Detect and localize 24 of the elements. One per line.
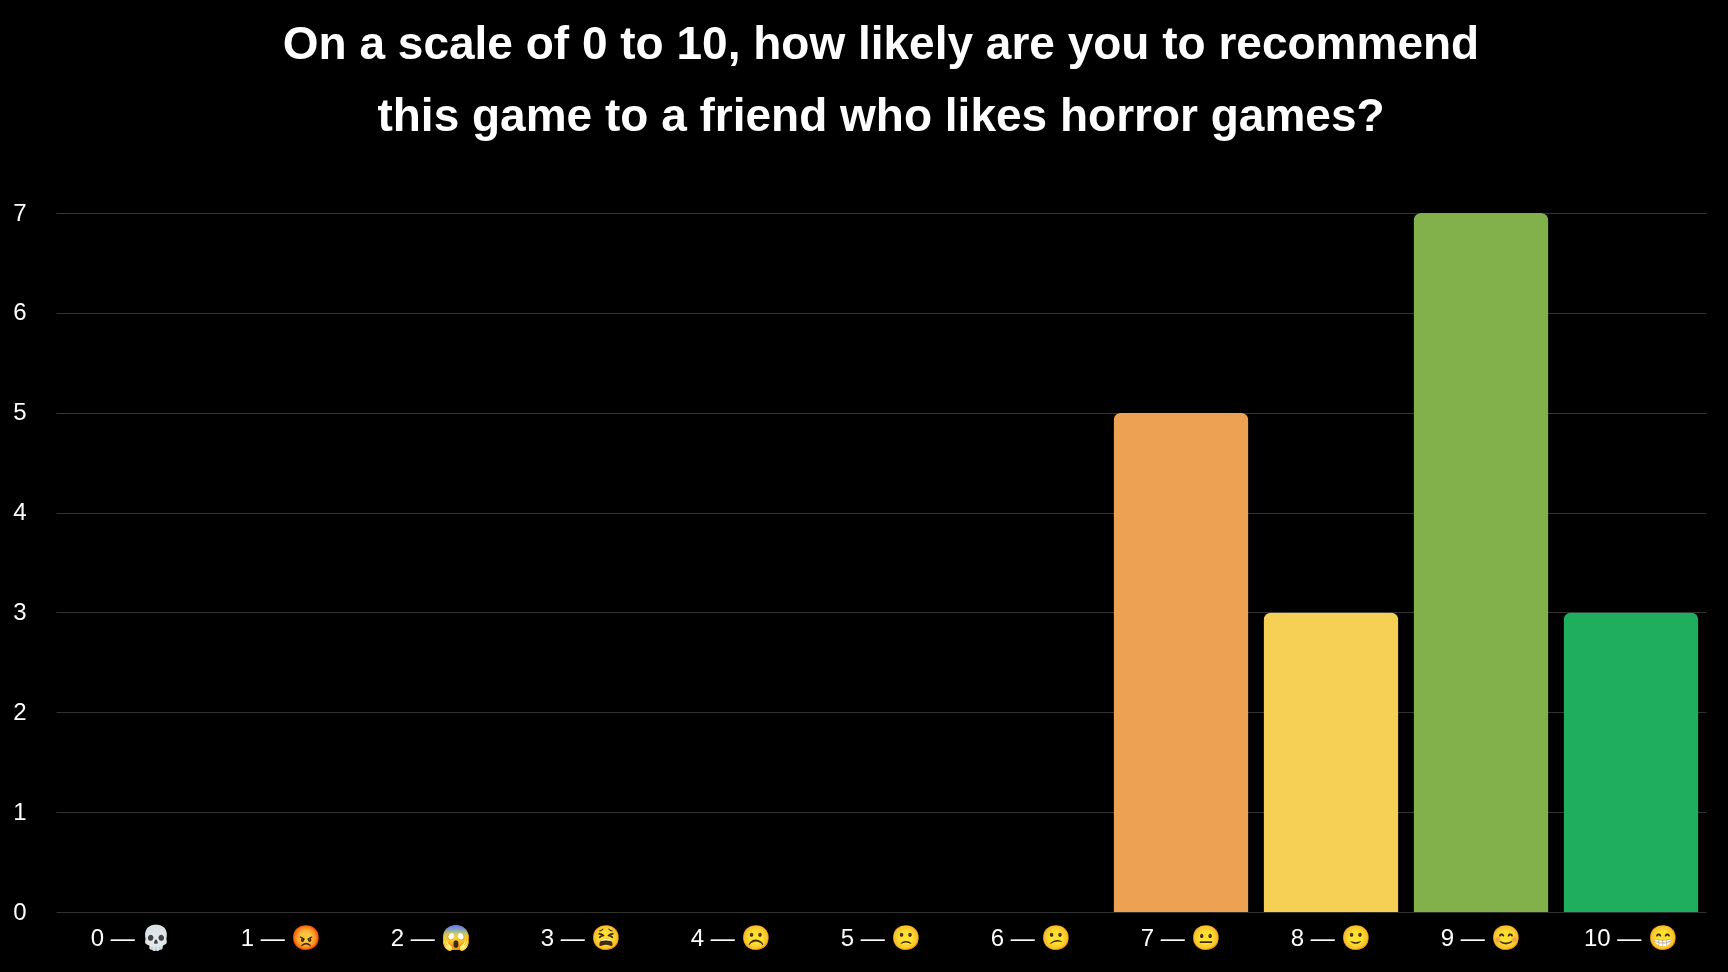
y-tick-label: 2 (13, 697, 27, 725)
x-tick-label: 9 — 😊 (1440, 923, 1522, 951)
x-tick-label: 5 — 🙁 (840, 923, 922, 951)
x-tick-label: 3 — 😫 (540, 923, 622, 951)
x-tick-label: 2 — 😱 (390, 923, 472, 952)
y-tick-label: 4 (13, 498, 27, 526)
y-tick-label: 3 (13, 597, 27, 625)
y-tick-label: 1 (13, 797, 27, 825)
x-tick-label: 10 — 😁 (1583, 923, 1679, 951)
y-tick-label: 7 (13, 198, 27, 226)
bar (1563, 612, 1699, 912)
chart-title: On a scale of 0 to 10, how likely are you to recommend this game to a friend who likes horror games? (282, 17, 1480, 141)
x-tick-label: 7 — 😐 (1140, 923, 1222, 951)
y-tick-label: 5 (13, 398, 27, 426)
bar (1263, 612, 1399, 912)
y-tick-label: 6 (13, 298, 27, 326)
y-tick-label: 0 (13, 897, 27, 925)
x-tick-label: 6 — 😕 (990, 923, 1072, 951)
x-tick-label: 1 — 😡 (240, 923, 322, 951)
bar (1113, 412, 1249, 912)
x-tick-label: 4 — ☹ (690, 923, 772, 951)
x-tick-label: 8 — 🙂 (1290, 923, 1372, 951)
bar (1413, 213, 1549, 912)
x-tick-label: 0 — 💀 (90, 923, 172, 952)
